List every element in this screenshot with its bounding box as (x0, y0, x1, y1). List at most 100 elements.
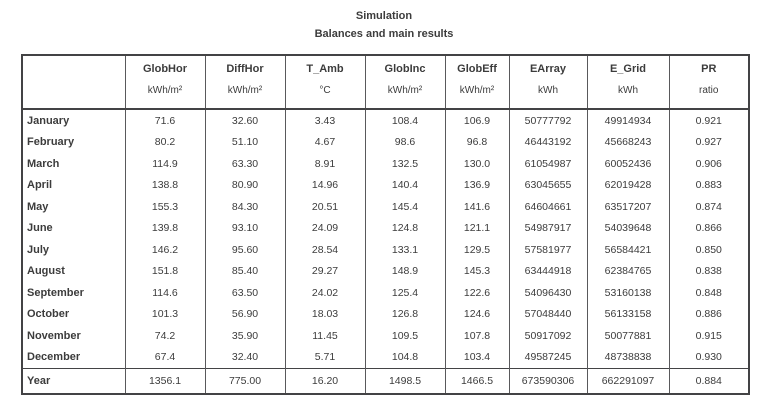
table-cell: 126.8 (364, 303, 446, 325)
table-cell: 1356.1 (124, 368, 206, 394)
header-row: GlobHor kWh/m² DiffHor kWh/m² T_Amb °C GlobInc… (21, 55, 750, 109)
table-cell: 132.5 (364, 153, 446, 175)
table-cell: 62384765 (586, 260, 670, 282)
table-cell: 85.40 (204, 260, 286, 282)
table-cell: 50777792 (508, 109, 588, 132)
table-cell: 49914934 (586, 109, 670, 132)
table-row: June 139.8 93.10 24.09 124.8 121.1 54987917 540… (21, 217, 750, 239)
row-label: February (21, 131, 126, 153)
table-cell: 125.4 (364, 282, 446, 304)
table-cell: 136.9 (444, 174, 510, 196)
table-cell: 54987917 (508, 217, 588, 239)
row-label: October (21, 303, 126, 325)
table-row: February 80.2 51.10 4.67 98.6 96.8 46443192 456… (21, 131, 750, 153)
table-cell: 0.850 (668, 239, 750, 261)
table-cell: 20.51 (284, 196, 366, 218)
table-cell: 0.884 (668, 368, 750, 394)
table-cell: 11.45 (284, 325, 366, 347)
table-cell: 145.4 (364, 196, 446, 218)
column-label: PR (701, 63, 717, 75)
table-row: October 101.3 56.90 18.03 126.8 124.6 57048440… (21, 303, 750, 325)
row-label: July (21, 239, 126, 261)
table-cell: 62019428 (586, 174, 670, 196)
column-label: GlobInc (384, 63, 426, 75)
column-label: T_Amb (306, 63, 344, 75)
table-cell: 124.8 (364, 217, 446, 239)
table-cell: 151.8 (124, 260, 206, 282)
table-cell: 46443192 (508, 131, 588, 153)
table-cell: 0.915 (668, 325, 750, 347)
table-cell: 1498.5 (364, 368, 446, 394)
table-cell: 138.8 (124, 174, 206, 196)
table-row: May 155.3 84.30 20.51 145.4 141.6 64604661 6351… (21, 196, 750, 218)
table-row: January 71.6 32.60 3.43 108.4 106.9 50777792 49… (21, 109, 750, 132)
table-cell: 4.67 (284, 131, 366, 153)
column-header-globinc: GlobInc kWh/m² (364, 55, 446, 109)
table-cell: 93.10 (204, 217, 286, 239)
column-unit: kWh (538, 85, 558, 96)
table-cell: 84.30 (204, 196, 286, 218)
table-cell: 64604661 (508, 196, 588, 218)
table-cell: 71.6 (124, 109, 206, 132)
column-unit: kWh/m² (459, 85, 495, 96)
table-cell: 63517207 (586, 196, 670, 218)
table-cell: 98.6 (364, 131, 446, 153)
table-cell: 48738838 (586, 346, 670, 369)
table-cell: 130.0 (444, 153, 510, 175)
column-header-globeff: GlobEff kWh/m² (444, 55, 510, 109)
column-header-globhor: GlobHor kWh/m² (124, 55, 206, 109)
table-cell: 103.4 (444, 346, 510, 369)
table-cell: 24.09 (284, 217, 366, 239)
table-cell: 53160138 (586, 282, 670, 304)
table-cell: 0.838 (668, 260, 750, 282)
row-label: March (21, 153, 126, 175)
table-cell: 61054987 (508, 153, 588, 175)
row-label: January (21, 109, 126, 132)
table-cell: 60052436 (586, 153, 670, 175)
report-title: Simulation (355, 10, 413, 22)
table-cell: 80.90 (204, 174, 286, 196)
table-cell: 0.930 (668, 346, 750, 369)
table-cell: 141.6 (444, 196, 510, 218)
table-row: November 74.2 35.90 11.45 109.5 107.8 50917092… (21, 325, 750, 347)
column-unit: kWh (618, 85, 638, 96)
table-cell: 32.40 (204, 346, 286, 369)
table-cell: 0.906 (668, 153, 750, 175)
row-label: August (21, 260, 126, 282)
table-cell: 80.2 (124, 131, 206, 153)
table-cell: 24.02 (284, 282, 366, 304)
table-header: GlobHor kWh/m² DiffHor kWh/m² T_Amb °C GlobInc… (21, 55, 750, 109)
table-cell: 67.4 (124, 346, 206, 369)
row-label: June (21, 217, 126, 239)
table-cell: 57581977 (508, 239, 588, 261)
column-unit: kWh/m² (227, 85, 263, 96)
table-cell: 57048440 (508, 303, 588, 325)
table-row: April 138.8 80.90 14.96 140.4 136.9 63045655 62… (21, 174, 750, 196)
row-label: September (21, 282, 126, 304)
year-row: Year 1356.1 775.00 16.20 1498.5 1466.5 6735903… (21, 368, 750, 394)
table-cell: 74.2 (124, 325, 206, 347)
table-row: March 114.9 63.30 8.91 132.5 130.0 61054987 600… (21, 153, 750, 175)
table-row: July 146.2 95.60 28.54 133.1 129.5 57581977 565… (21, 239, 750, 261)
table-cell: 56584421 (586, 239, 670, 261)
report-header: Simulation Balances and main results (0, 7, 768, 43)
table-cell: 0.927 (668, 131, 750, 153)
table-cell: 122.6 (444, 282, 510, 304)
corner-cell (21, 55, 126, 109)
column-header-earray: EArray kWh (508, 55, 588, 109)
table-cell: 32.60 (204, 109, 286, 132)
table-cell: 0.874 (668, 196, 750, 218)
table-cell: 14.96 (284, 174, 366, 196)
table-cell: 124.6 (444, 303, 510, 325)
column-unit: kWh/m² (147, 85, 183, 96)
table-cell: 140.4 (364, 174, 446, 196)
column-label: GlobHor (143, 63, 187, 75)
table-cell: 148.9 (364, 260, 446, 282)
table-cell: 3.43 (284, 109, 366, 132)
row-label: Year (21, 368, 126, 394)
table-cell: 133.1 (364, 239, 446, 261)
column-label: E_Grid (609, 63, 647, 75)
table-cell: 0.921 (668, 109, 750, 132)
table-cell: 95.60 (204, 239, 286, 261)
column-header-t_amb: T_Amb °C (284, 55, 366, 109)
